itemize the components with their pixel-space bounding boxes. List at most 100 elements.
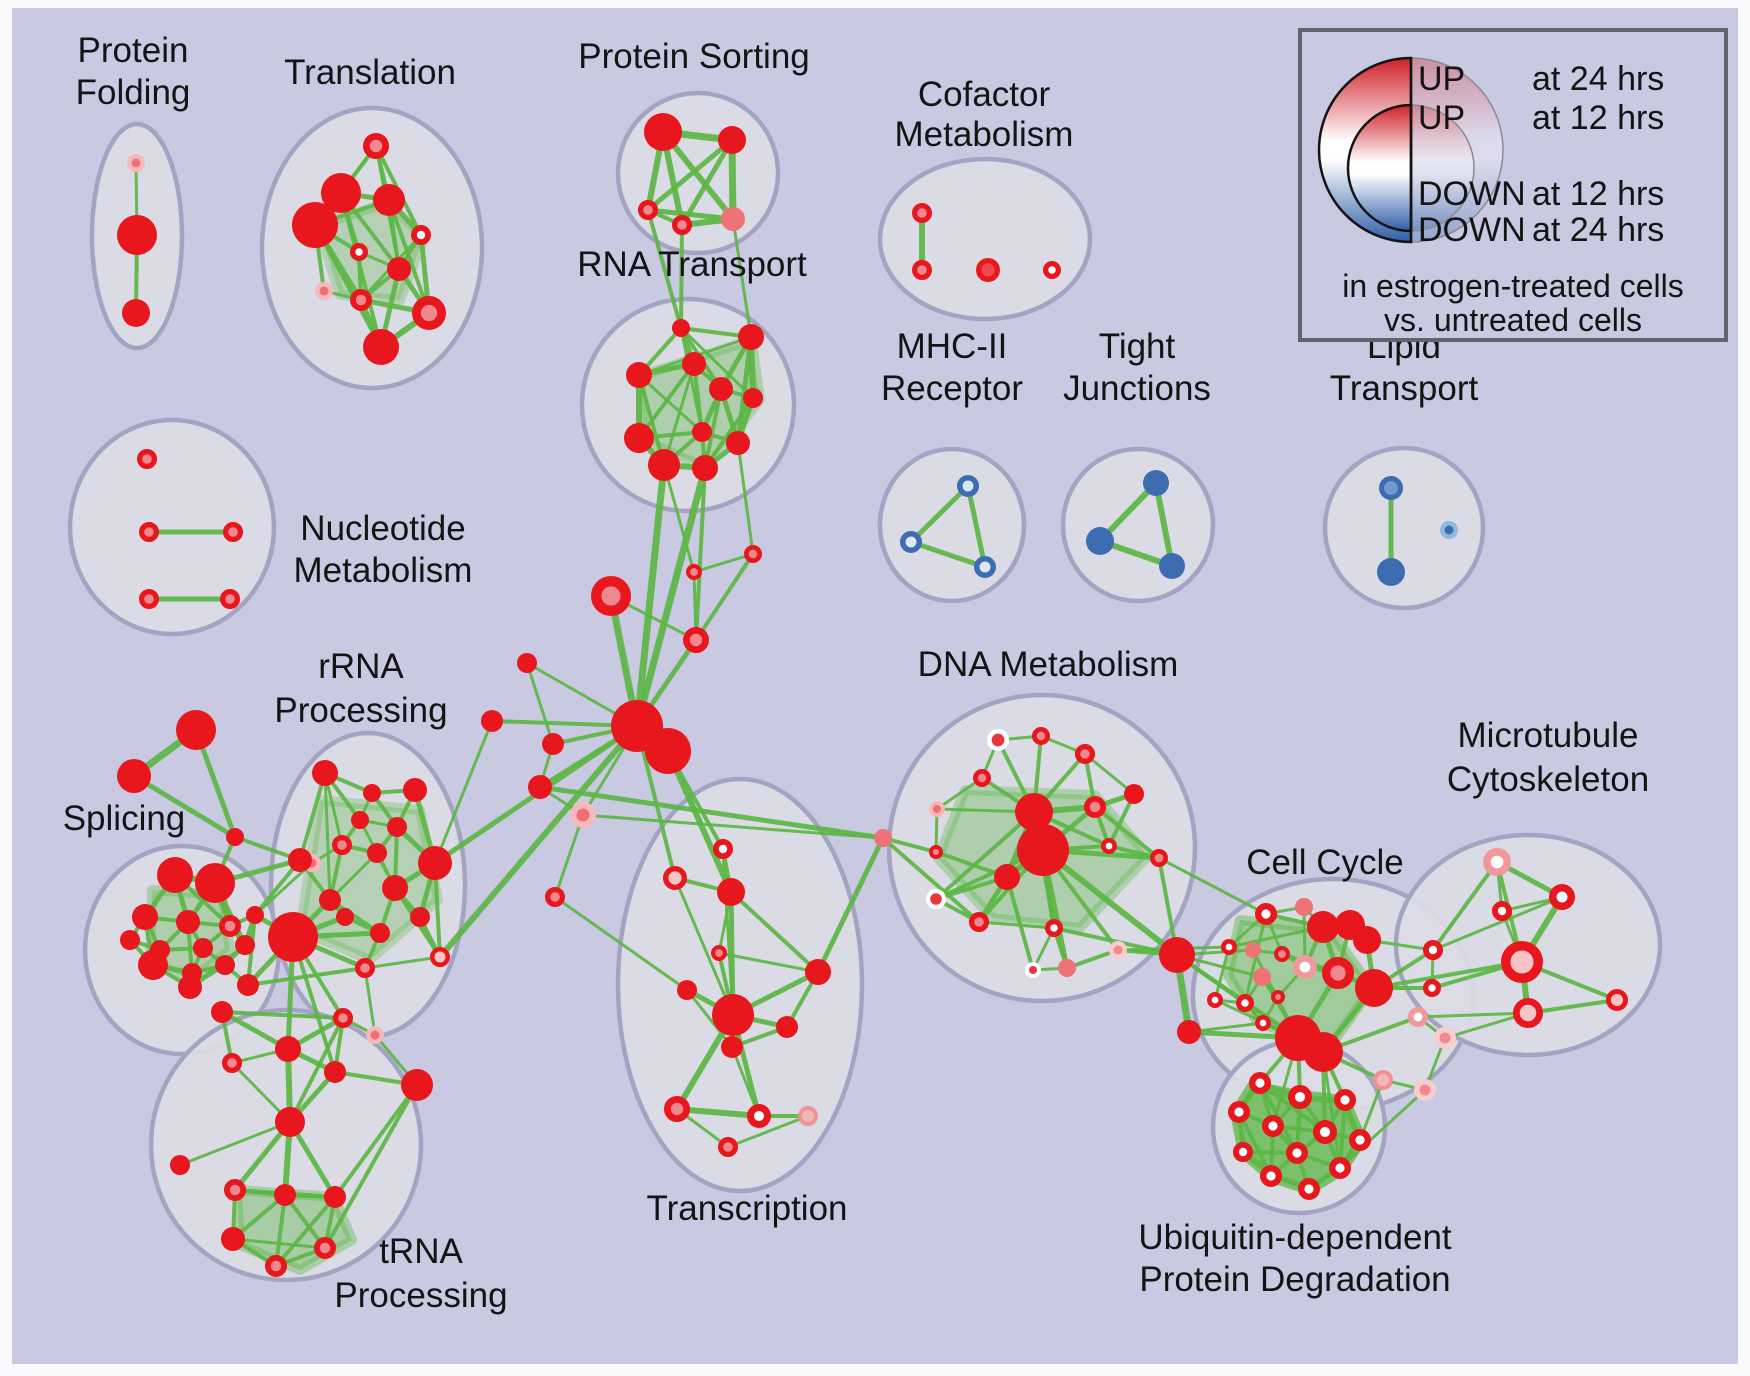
gene-node-rrna [367, 843, 387, 863]
gene-node-nucleotide [137, 449, 158, 470]
edge [694, 552, 755, 642]
gene-node-translation [349, 288, 372, 311]
gene-node-cellcycle [1303, 1032, 1343, 1072]
gene-node-trna [211, 1001, 233, 1023]
edge [703, 396, 755, 470]
gene-node-rrna [410, 907, 430, 927]
gene-node-link [686, 564, 703, 581]
gene-node-rna-transport [743, 388, 763, 408]
gene-node-splicing [157, 857, 193, 893]
edge [333, 1083, 419, 1199]
edge [553, 813, 585, 899]
cluster-ellipse-cofactor [877, 156, 1093, 322]
legend-time-label: at 24 hrs [1532, 211, 1664, 249]
gene-node-link [542, 733, 564, 755]
gene-node-tri [117, 759, 151, 793]
gene-node-splicing [138, 950, 168, 980]
edge [908, 539, 988, 570]
gene-node-cellcycle [1235, 993, 1254, 1012]
edge [1153, 480, 1175, 569]
edge [1213, 945, 1231, 1002]
bridge-edge [363, 966, 377, 1037]
gene-node-ubiquitin [1261, 1114, 1284, 1137]
gene-node-dna [925, 888, 946, 909]
gene-node-cellcycle [1307, 911, 1339, 943]
gene-node-splicing [193, 938, 213, 958]
gene-node-protein-sorting [637, 200, 658, 221]
edge [679, 137, 735, 228]
gene-node-ubiquitin [1348, 1128, 1371, 1151]
cluster-label-ubiquitin: Ubiquitin-dependent [1138, 1218, 1452, 1257]
edge [726, 1114, 810, 1149]
edge [1187, 1021, 1265, 1034]
gene-node-translation [321, 173, 361, 213]
gene-node-rrna [268, 912, 318, 962]
gene-node-link [544, 886, 565, 907]
gene-node-cellcycle [1245, 942, 1261, 958]
gene-node-link [645, 728, 691, 774]
gene-node-cellcycle [1414, 1079, 1436, 1101]
cluster-ellipse-transcription [615, 776, 865, 1194]
cluster-label-tight: Tight [1099, 327, 1176, 366]
cluster-label-translation: Translation [284, 53, 456, 92]
edge [274, 1193, 287, 1268]
gene-node-cellcycle [1253, 968, 1271, 986]
edge [692, 552, 755, 574]
gene-node-link [481, 710, 503, 732]
gene-node-rna-transport [672, 319, 690, 337]
legend-caption: in estrogen-treated cells [1342, 268, 1684, 304]
cluster-label-cofactor: Cofactor [918, 75, 1051, 114]
edge [881, 836, 981, 924]
gene-node-cofactor [1042, 260, 1061, 279]
gene-node-translation [410, 224, 431, 245]
cluster-label-tight: Junctions [1063, 369, 1211, 408]
gene-node-link [517, 653, 537, 673]
gene-node-cellcycle [1293, 954, 1318, 979]
gene-node-splicing [215, 955, 235, 975]
gene-node-splicing [235, 935, 255, 955]
cluster-label-protein-sorting: Protein Sorting [578, 37, 810, 76]
cluster-ellipse-lipid [1322, 445, 1486, 611]
gene-node-ubiquitin [1333, 1088, 1356, 1111]
edge [525, 661, 555, 746]
bridge-edge [679, 223, 684, 330]
edge [1083, 752, 1136, 796]
legend-direction-label: DOWN [1418, 211, 1526, 249]
bridge-edge [553, 895, 689, 992]
gene-node-protein-sorting [671, 215, 692, 236]
cluster-label-transcription: Transcription [647, 1189, 848, 1228]
gene-node-protein-folding [117, 215, 157, 255]
gene-node-ubiquitin [1248, 1071, 1271, 1094]
cluster-ellipse-mhc [877, 446, 1027, 604]
legend-caption: vs. untreated cells [1384, 302, 1642, 338]
gene-node-dna [874, 829, 892, 847]
gene-node-tight [1159, 553, 1185, 579]
cluster-label-mhc: MHC-II [897, 327, 1008, 366]
edge [298, 771, 327, 862]
gene-node-transcription [746, 1103, 771, 1128]
edge [283, 1193, 327, 1250]
edge [637, 362, 696, 440]
gene-node-rna-transport [682, 352, 706, 376]
gene-node-link [591, 576, 632, 617]
edge [1040, 847, 1180, 958]
legend-direction-label: UP [1418, 60, 1465, 98]
gene-node-translation [412, 296, 447, 331]
edge [178, 1120, 292, 1167]
gene-node-rrna [355, 957, 376, 978]
edge [1005, 875, 1035, 972]
legend-time-label: at 24 hrs [1532, 60, 1664, 98]
bridge-edge [537, 784, 886, 841]
edge [231, 1237, 327, 1250]
gene-node-protein-sorting [644, 113, 682, 151]
gene-node-splicing [176, 910, 200, 934]
cluster-label-protein-folding: Protein [78, 31, 189, 70]
bridge-edge [433, 719, 494, 865]
gene-node-microtubule [1482, 847, 1511, 876]
legend-inner-circle-faded-half [1410, 104, 1475, 232]
gene-node-rna-transport [692, 455, 718, 481]
gene-node-cellcycle [1423, 940, 1444, 961]
gene-node-translation [315, 282, 333, 300]
cluster-label-splicing: Splicing [63, 799, 186, 838]
